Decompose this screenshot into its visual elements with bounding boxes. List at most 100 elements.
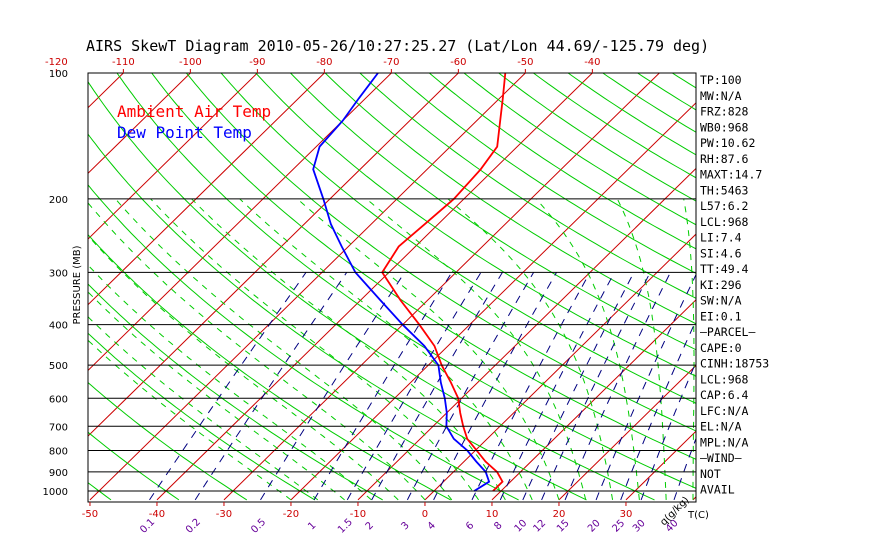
moist-adiabat-line <box>447 198 614 501</box>
bottom-temp-tick-label: -40 <box>149 509 165 520</box>
isotherm-line <box>88 73 191 175</box>
index-label: TP:100 <box>700 73 742 87</box>
isotherm-line <box>223 73 660 501</box>
isotherm-line <box>491 299 696 501</box>
x-axis-unit: T(C) <box>687 510 709 521</box>
mixing-ratio-tick-label: 15 <box>555 518 572 535</box>
mixing-ratio-tick-label: 6 <box>464 520 476 532</box>
moist-adiabat-line <box>191 198 506 501</box>
dry-adiabat-line <box>742 73 870 500</box>
index-label: MPL:N/A <box>700 435 749 449</box>
dry-adiabat-line <box>116 73 696 489</box>
mixing-ratio-tick-label: 8 <box>492 520 504 532</box>
mixing-ratio-line <box>564 272 671 501</box>
dry-adiabat-line <box>220 73 696 404</box>
mixing-ratio-line <box>194 272 348 501</box>
dry-adiabat-line <box>463 73 696 226</box>
index-label: AVAIL <box>700 483 735 497</box>
dry-adiabat-line <box>88 381 248 501</box>
pressure-tick-label: 900 <box>49 468 68 479</box>
moist-adiabat-line <box>88 235 399 501</box>
moist-adiabat-line <box>88 316 319 501</box>
top-temp-tick-label: -40 <box>584 57 600 68</box>
index-label: LFC:N/A <box>700 404 749 418</box>
top-temp-tick-label: -100 <box>179 57 202 68</box>
top-temp-tick-label: -60 <box>450 57 466 68</box>
dry-adiabat-line <box>290 73 696 351</box>
moist-adiabat-line <box>616 198 667 500</box>
isotherm-line <box>88 73 325 306</box>
isotherm-line <box>88 73 124 109</box>
mixing-ratio-line <box>471 272 591 501</box>
pressure-tick-label: 800 <box>49 446 68 457</box>
index-label: WB0:968 <box>700 120 749 134</box>
index-label: LCL:968 <box>700 372 749 386</box>
dry-adiabat-line <box>186 73 696 432</box>
bottom-temp-tick-label: -10 <box>350 509 366 520</box>
dry-adiabat-line <box>359 73 696 299</box>
pressure-tick-label: 1000 <box>43 487 68 498</box>
moist-adiabat-line <box>88 339 292 501</box>
dry-adiabat-line <box>846 73 870 500</box>
isotherm-line <box>88 73 392 372</box>
top-temp-tick-label: -110 <box>112 57 135 68</box>
isotherm-line <box>760 73 870 500</box>
index-label: EI:0.1 <box>700 309 742 323</box>
mixing-ratio-line <box>346 272 482 501</box>
dry-adiabat-line <box>88 233 451 501</box>
bottom-temp-tick-label: -50 <box>82 509 98 520</box>
isotherm-line <box>0 73 56 500</box>
bottom-temp-tick-label: 20 <box>553 509 566 520</box>
frame-layer <box>55 69 697 506</box>
mixing-ratio-line <box>499 272 615 501</box>
index-label: EL:N/A <box>700 420 742 434</box>
mixing-ratio-tick-label: 4 <box>426 520 438 532</box>
bottom-temp-tick-label: -20 <box>283 509 299 520</box>
moist-adiabat-line <box>88 202 426 501</box>
index-label: FRZ:828 <box>700 105 749 119</box>
index-label: CAP:6.4 <box>700 388 749 402</box>
moist-adiabat-line <box>88 264 372 501</box>
index-label: MW:N/A <box>700 89 742 103</box>
legend-dewpoint: Dew Point Temp <box>117 123 252 142</box>
dry-adiabat-line <box>428 73 696 250</box>
index-label: CAPE:0 <box>700 341 742 355</box>
mixing-ratio-tick-label: 12 <box>531 518 548 535</box>
pressure-tick-label: 200 <box>49 195 68 206</box>
dry-adiabat-line <box>255 73 696 377</box>
bottom-temp-tick-label: 0 <box>422 509 428 520</box>
top-temp-tick-label: -70 <box>383 57 399 68</box>
dry-adiabat-line <box>88 80 655 501</box>
mixing-ratio-tick-label: 10 <box>513 518 530 535</box>
pressure-tick-label: 700 <box>49 422 68 433</box>
mixing-ratio-line <box>313 272 453 501</box>
index-label: MAXT:14.7 <box>700 168 762 182</box>
dry-adiabat-line <box>324 73 696 325</box>
mixing-ratio-line <box>406 272 535 501</box>
top-temp-tick-label: -50 <box>517 57 533 68</box>
top-temp-tick-label: -120 <box>45 57 68 68</box>
moist-adiabat-line <box>88 291 345 501</box>
mixing-ratio-line <box>541 272 651 501</box>
plot-frame <box>87 72 697 503</box>
dry-adiabat-line <box>0 73 43 500</box>
mixing-ratio-tick-label: 0.5 <box>249 517 268 536</box>
dry-adiabat-line <box>811 73 870 500</box>
mixing-ratio-line <box>371 272 503 501</box>
isotherm-line <box>89 73 526 501</box>
mixing-ratio-tick-label: 3 <box>399 520 411 532</box>
dry-adiabat-line <box>533 73 696 179</box>
mixing-ratio-tick-label: 25 <box>611 518 628 535</box>
index-label: KI:296 <box>700 278 742 292</box>
dry-adiabat-line <box>88 332 316 501</box>
index-label: NOT <box>700 467 721 481</box>
dewpoint-temp-line <box>312 73 491 492</box>
moist-adiabat-line <box>296 198 560 501</box>
dry-adiabat-line <box>151 73 696 460</box>
series-layer <box>312 73 507 492</box>
mixing-ratio-line <box>433 272 557 501</box>
top-temp-tick-label: -80 <box>316 57 332 68</box>
bottom-temp-tick-label: -30 <box>216 509 232 520</box>
index-label: LI:7.4 <box>700 231 742 245</box>
